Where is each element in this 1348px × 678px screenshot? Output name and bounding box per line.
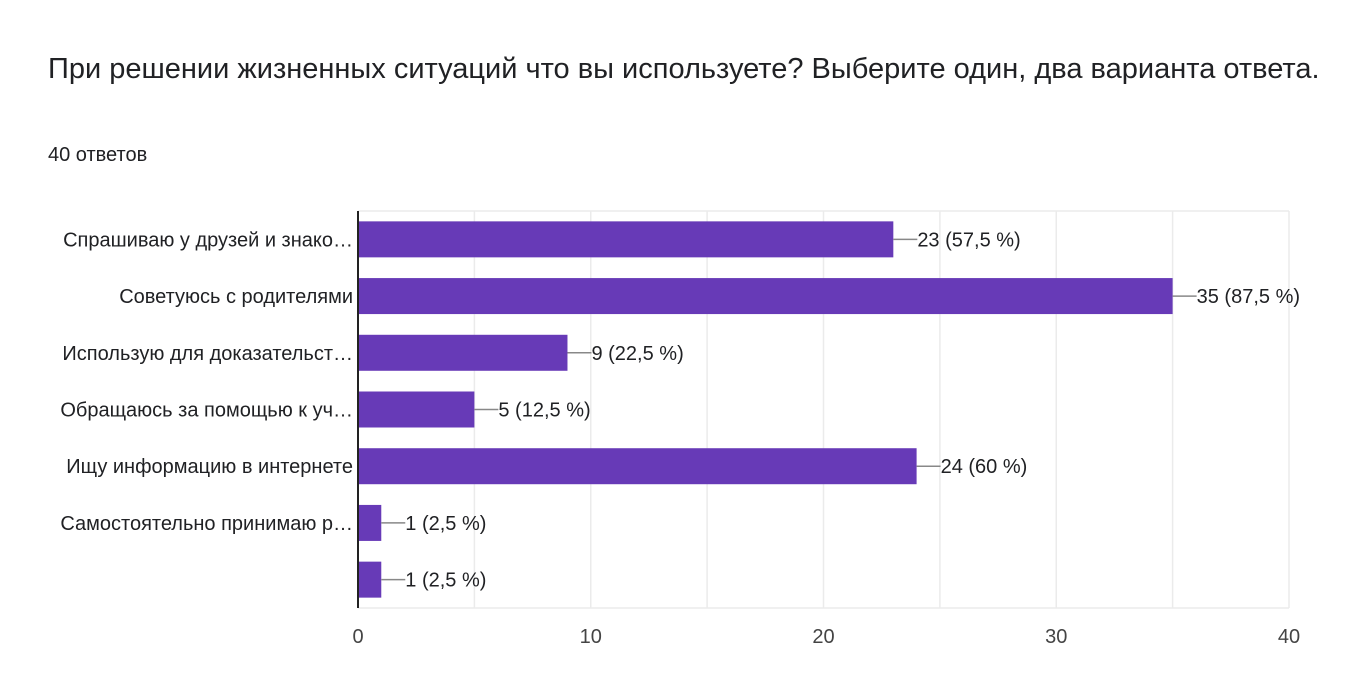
bar xyxy=(358,278,1173,315)
x-tick-label: 10 xyxy=(580,626,602,648)
value-label: 9 (22,5 %) xyxy=(591,343,683,365)
x-tick-label: 30 xyxy=(1045,626,1067,648)
value-label: 1 (2,5 %) xyxy=(405,513,486,535)
category-label: Спрашиваю у друзей и знако… xyxy=(63,229,353,251)
x-tick-label: 40 xyxy=(1278,626,1300,648)
bar xyxy=(358,221,894,258)
bar xyxy=(358,448,917,485)
category-label: Ищу информацию в интернете xyxy=(66,456,353,478)
bar xyxy=(358,561,382,598)
x-tick-label: 0 xyxy=(352,626,363,648)
value-label: 1 (2,5 %) xyxy=(405,570,486,592)
value-label: 24 (60 %) xyxy=(941,456,1028,478)
bar xyxy=(358,334,568,371)
response-count: 40 ответов xyxy=(48,144,148,166)
bar xyxy=(358,504,382,541)
chart-title: При решении жизненных ситуаций что вы ис… xyxy=(48,53,1320,85)
value-label: 5 (12,5 %) xyxy=(498,400,590,422)
value-label: 23 (57,5 %) xyxy=(917,229,1020,251)
category-label: Самостоятельно принимаю р… xyxy=(60,513,353,535)
category-label: Советуюсь с родителями xyxy=(119,286,353,308)
bar xyxy=(358,391,475,428)
value-label: 35 (87,5 %) xyxy=(1197,286,1300,308)
category-label: Обращаюсь за помощью к уч… xyxy=(60,400,353,422)
category-label: Использую для доказательст… xyxy=(62,343,353,365)
x-tick-label: 20 xyxy=(812,626,834,648)
